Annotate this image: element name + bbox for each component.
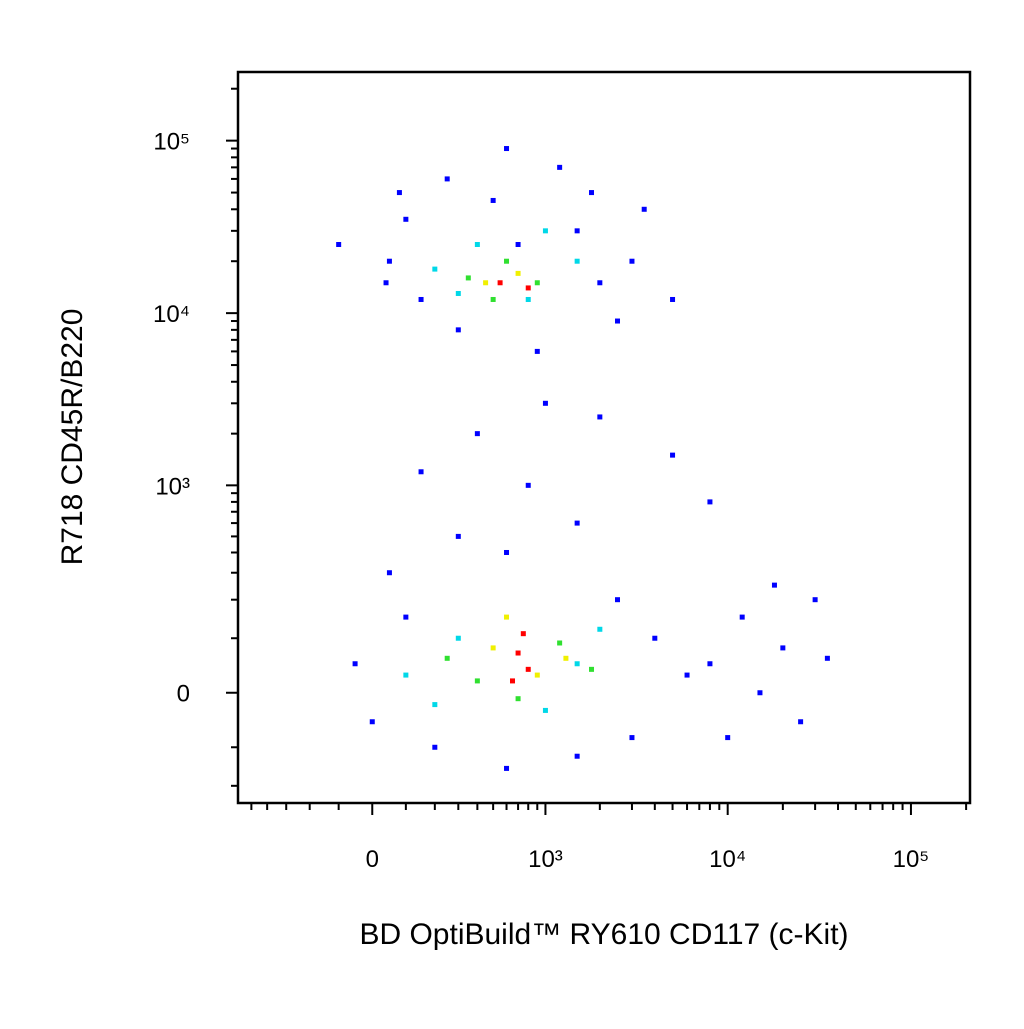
event-dot	[490, 197, 496, 203]
event-dot	[707, 499, 713, 505]
event-dot	[534, 348, 540, 354]
event-dot	[542, 228, 548, 234]
event-dot	[534, 672, 540, 678]
event-dot	[510, 678, 516, 684]
event-dot	[798, 719, 804, 725]
event-dot	[615, 318, 621, 324]
event-dot	[629, 735, 635, 741]
y-tick-label: 10⁴	[153, 301, 190, 328]
event-dot	[574, 661, 580, 667]
event-dot	[474, 678, 480, 684]
event-dot	[597, 414, 603, 420]
event-dot	[396, 190, 402, 196]
event-dot	[534, 280, 540, 286]
event-dot	[490, 645, 496, 651]
x-tick-label: 10⁴	[709, 846, 746, 873]
event-dot	[771, 582, 777, 588]
event-dot	[812, 597, 818, 603]
y-axis-label: R718 CD45R/B220	[56, 309, 89, 566]
event-dot	[490, 296, 496, 302]
event-dot	[444, 655, 450, 661]
event-dot	[336, 241, 342, 247]
y-tick-label: 10⁵	[153, 129, 190, 156]
event-dot	[418, 469, 424, 475]
event-dot	[444, 176, 450, 182]
event-dot	[557, 164, 563, 170]
event-dot	[739, 614, 745, 620]
event-dot	[520, 631, 526, 637]
event-dot	[504, 614, 510, 620]
event-dot	[574, 520, 580, 526]
event-dot	[780, 645, 786, 651]
x-tick-label: 10³	[528, 846, 563, 873]
event-dot	[515, 241, 521, 247]
y-tick-label: 0	[177, 681, 190, 708]
event-dot	[525, 285, 531, 291]
event-dot	[504, 258, 510, 264]
event-dot	[597, 626, 603, 632]
event-dot	[557, 640, 563, 646]
event-dot	[589, 666, 595, 672]
event-dot	[525, 666, 531, 672]
event-dot	[542, 400, 548, 406]
event-dot	[386, 570, 392, 576]
event-dot	[432, 744, 438, 750]
event-dot	[497, 280, 503, 286]
event-dot	[483, 280, 489, 286]
event-dot	[574, 258, 580, 264]
event-dot	[670, 296, 676, 302]
event-dot	[515, 696, 521, 702]
event-dot	[455, 635, 461, 641]
event-dot	[615, 597, 621, 603]
y-tick-label: 10³	[155, 473, 190, 500]
event-dot	[504, 765, 510, 771]
event-dot	[474, 241, 480, 247]
event-dot	[725, 735, 731, 741]
event-dot	[418, 296, 424, 302]
event-dot	[465, 275, 471, 281]
event-dot	[574, 753, 580, 759]
event-dot	[432, 266, 438, 272]
event-dot	[641, 206, 647, 212]
event-dot	[383, 280, 389, 286]
x-tick-label: 10⁵	[893, 846, 930, 873]
event-dot	[757, 690, 763, 696]
event-dot	[525, 296, 531, 302]
plot-frame	[236, 70, 972, 805]
event-dot	[474, 431, 480, 437]
event-dot	[455, 533, 461, 539]
x-tick-label: 0	[366, 846, 379, 873]
event-dot	[707, 661, 713, 667]
event-dot	[403, 672, 409, 678]
event-dot	[455, 327, 461, 333]
event-dot	[352, 661, 358, 667]
event-dot	[386, 258, 392, 264]
event-dot	[597, 280, 603, 286]
event-dot	[504, 146, 510, 152]
event-dot	[574, 228, 580, 234]
event-dot	[504, 549, 510, 555]
event-dot	[515, 270, 521, 276]
event-dot	[525, 482, 531, 488]
event-dot	[403, 216, 409, 222]
event-dot	[824, 655, 830, 661]
event-dot	[563, 655, 569, 661]
event-dot	[455, 290, 461, 296]
event-dot	[670, 452, 676, 458]
event-dot	[589, 190, 595, 196]
event-dot	[432, 702, 438, 708]
event-dot	[652, 635, 658, 641]
event-dot	[403, 614, 409, 620]
event-dot	[542, 707, 548, 713]
event-dot	[629, 258, 635, 264]
event-dot	[684, 672, 690, 678]
x-axis-label: BD OptiBuild™ RY610 CD117 (c-Kit)	[359, 918, 848, 951]
event-dot	[369, 719, 375, 725]
event-dot	[515, 650, 521, 656]
